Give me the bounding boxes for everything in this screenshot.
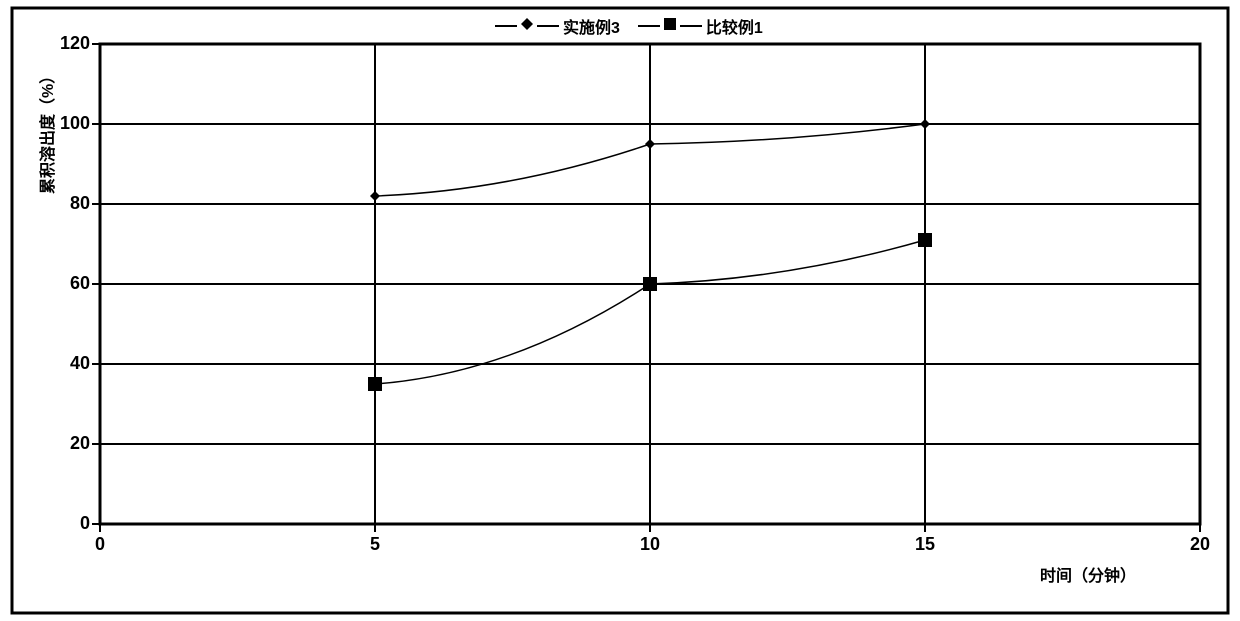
y-tick: 40 xyxy=(45,353,90,374)
y-tick: 60 xyxy=(45,273,90,294)
x-axis-label: 时间（分钟） xyxy=(1040,562,1136,586)
x-tick: 5 xyxy=(355,534,395,555)
x-tick: 10 xyxy=(630,534,670,555)
legend-item: 比较例1 xyxy=(638,14,763,38)
y-tick: 100 xyxy=(45,113,90,134)
dissolution-chart xyxy=(0,0,1240,621)
y-tick: 20 xyxy=(45,433,90,454)
legend-item: 实施例3 xyxy=(495,14,620,38)
x-tick: 0 xyxy=(80,534,120,555)
y-tick: 0 xyxy=(45,513,90,534)
y-tick: 120 xyxy=(45,33,90,54)
x-tick: 20 xyxy=(1180,534,1220,555)
legend-label: 比较例1 xyxy=(706,14,763,38)
y-tick: 80 xyxy=(45,193,90,214)
x-tick: 15 xyxy=(905,534,945,555)
chart-legend: 实施例3 比较例1 xyxy=(495,14,763,38)
legend-label: 实施例3 xyxy=(563,14,620,38)
